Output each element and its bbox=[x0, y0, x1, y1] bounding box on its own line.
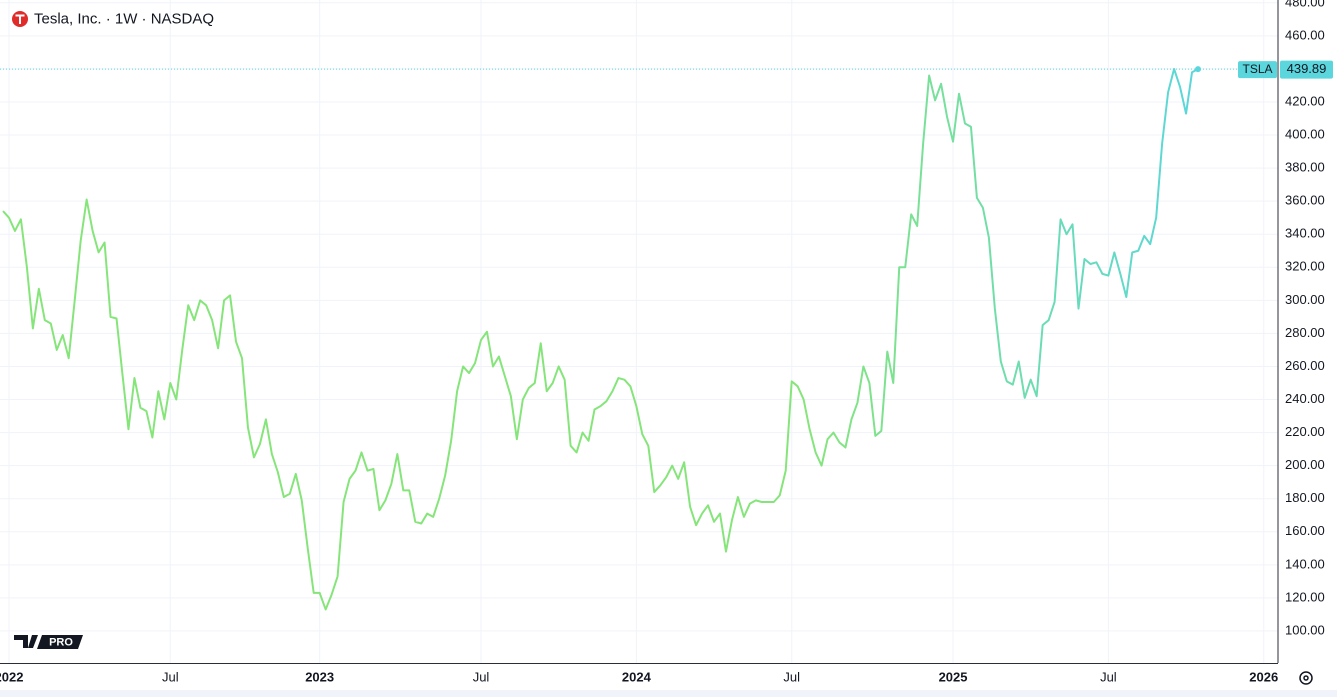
y-tick-label: 220.00 bbox=[1285, 424, 1325, 439]
y-tick-label: 420.00 bbox=[1285, 93, 1325, 108]
y-tick-label: 120.00 bbox=[1285, 589, 1325, 604]
y-tick-label: 180.00 bbox=[1285, 490, 1325, 505]
x-tick-label: 2023 bbox=[305, 669, 334, 684]
price-line bbox=[2, 67, 1199, 611]
y-tick-label: 160.00 bbox=[1285, 523, 1325, 538]
x-tick-label: 2025 bbox=[939, 669, 968, 684]
y-tick-label: 100.00 bbox=[1285, 622, 1325, 637]
x-tick-label: Jul bbox=[1100, 669, 1117, 684]
symbol-tag-bg bbox=[1238, 61, 1277, 79]
price-tag: 439.89 bbox=[1287, 61, 1327, 76]
y-tick-label: 460.00 bbox=[1285, 27, 1325, 42]
x-tick-label: 2026 bbox=[1249, 669, 1278, 684]
symbol-tag: TSLA bbox=[1242, 62, 1272, 76]
settings-button[interactable] bbox=[1299, 671, 1313, 685]
y-tick-label: 200.00 bbox=[1285, 457, 1325, 472]
data-layer bbox=[0, 66, 1278, 611]
y-tick-label: 140.00 bbox=[1285, 556, 1325, 571]
tv-logo bbox=[14, 635, 83, 649]
x-tick-label: 2024 bbox=[622, 669, 652, 684]
y-tick-label: 380.00 bbox=[1285, 160, 1325, 175]
watermark: PRO bbox=[49, 636, 73, 648]
y-tick-label: 320.00 bbox=[1285, 259, 1325, 274]
bottom-strip bbox=[0, 690, 1337, 697]
y-tick-label: 400.00 bbox=[1285, 126, 1325, 141]
y-tick-label: 260.00 bbox=[1285, 358, 1325, 373]
y-tick-label: 340.00 bbox=[1285, 226, 1325, 241]
symbol-icon bbox=[12, 11, 28, 27]
x-tick-label: Jul bbox=[162, 669, 179, 684]
y-tick-label: 360.00 bbox=[1285, 193, 1325, 208]
x-tick-label: 2022 bbox=[0, 669, 23, 684]
x-tick-label: Jul bbox=[783, 669, 800, 684]
y-tick-label: 240.00 bbox=[1285, 391, 1325, 406]
y-tick-label: 480.00 bbox=[1285, 0, 1325, 9]
y-tick-label: 280.00 bbox=[1285, 325, 1325, 340]
y-tick-label: 300.00 bbox=[1285, 292, 1325, 307]
chart-title: Tesla, Inc. · 1W · NASDAQ bbox=[34, 10, 214, 27]
last-price-dot bbox=[1195, 66, 1201, 73]
price-tag-bg bbox=[1280, 60, 1333, 79]
x-tick-label: Jul bbox=[473, 669, 490, 684]
grid-layer bbox=[0, 0, 1278, 663]
